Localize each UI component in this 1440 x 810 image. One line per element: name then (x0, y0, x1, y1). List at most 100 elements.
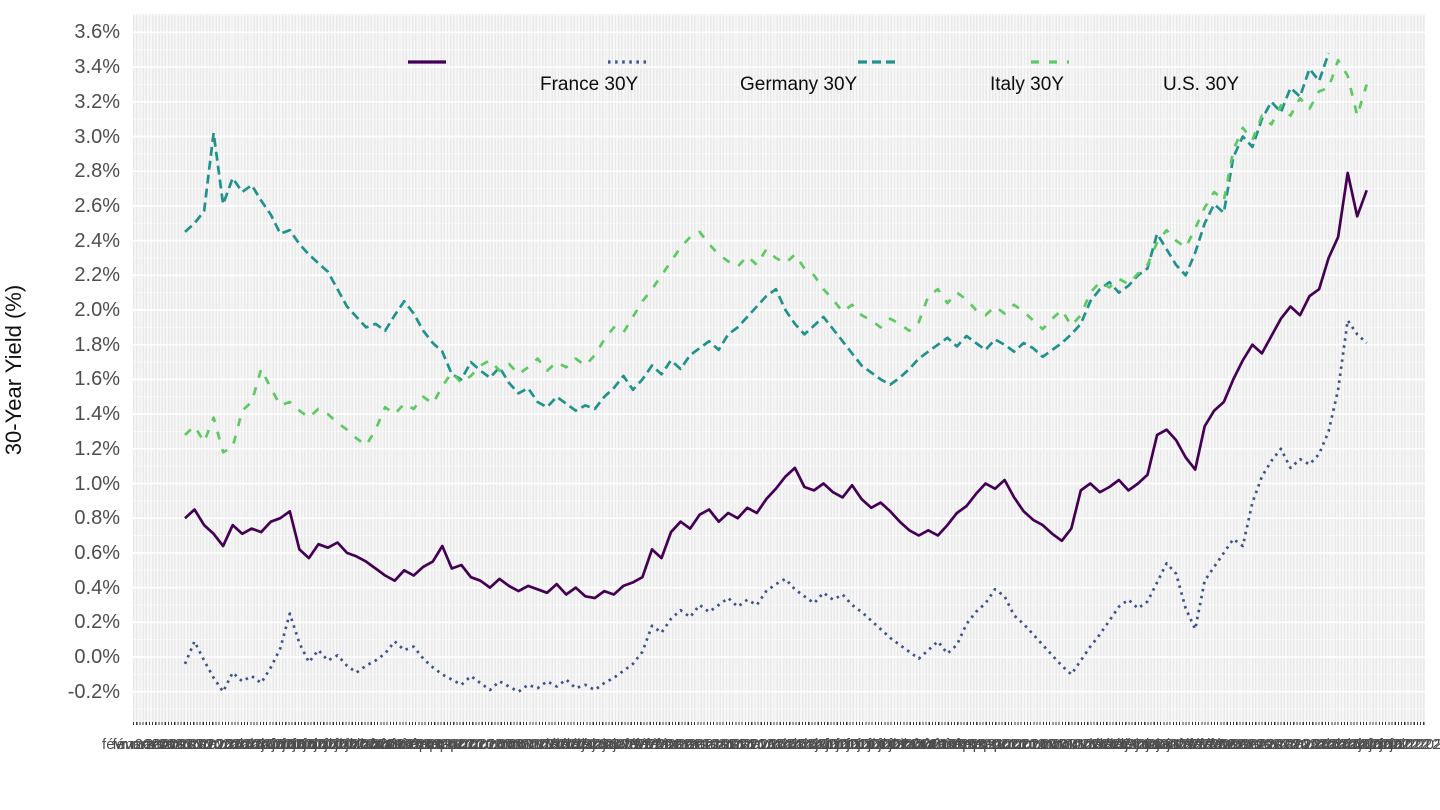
x-date-label: févr. 2021 (634, 736, 701, 753)
italy-line-sample-icon (858, 60, 896, 64)
x-date-label: juin 2021 (846, 736, 908, 753)
x-date-label: juil. 2021 (867, 736, 928, 753)
x-date-label: mars 2021 (705, 736, 777, 753)
x-date-label: juin 2022 (1368, 736, 1430, 753)
x-date-label: juil. 2020 (324, 736, 385, 753)
x-date-label: juin 2021 (836, 736, 897, 753)
x-date-label: juin 2021 (825, 736, 887, 753)
x-date-label: avr. 2022 (1264, 736, 1326, 753)
x-date-label: août 2021 (937, 736, 1005, 753)
x-date-label: mai 2022 (1326, 736, 1389, 753)
x-date-label: nov. 2020 (520, 736, 586, 753)
x-date-label: oct. 2020 (480, 736, 543, 753)
y-tick-label: 2.2% (74, 264, 120, 287)
x-date-label: juin 2021 (815, 736, 877, 753)
us-line-sample-icon (1031, 60, 1069, 64)
plot-panel: France 30Y Germany 30Y Italy 30Y U.S. 30… (133, 14, 1425, 722)
y-tick-label: 1.0% (74, 472, 120, 495)
x-date-label: juin 2022 (1379, 736, 1440, 753)
x-date-label: août 2021 (895, 736, 963, 753)
x-date-label: sept. 2020 (403, 736, 474, 753)
x-date-label: mars 2022 (1228, 736, 1300, 753)
x-date-label: août 2021 (906, 736, 974, 753)
x-date-label: déc. 2020 (561, 736, 628, 753)
x-date-label: nov. 2021 (1053, 736, 1119, 753)
x-date-label: avr. 2020 (177, 736, 239, 753)
x-date-label: nov. 2020 (510, 736, 575, 753)
x-date-label: août 2020 (373, 736, 441, 753)
legend-label-germany: Germany 30Y (740, 74, 858, 95)
x-date-label: juin 2020 (303, 736, 364, 753)
y-axis-title: 30-Year Yield (%) (1, 284, 26, 456)
x-date-label: nov. 2021 (1074, 736, 1140, 753)
x-date-label: avr. 2022 (1295, 736, 1358, 753)
x-date-label: avr. 2020 (208, 736, 271, 753)
x-date-label: juin 2020 (261, 736, 323, 753)
x-date-label: janv. 2021 (592, 736, 661, 753)
x-date-label: juin 2022 (1389, 736, 1440, 753)
x-date-label: janv. 2022 (1135, 736, 1204, 753)
x-date-label: mars 2021 (663, 736, 735, 753)
x-date-label: mars 2021 (695, 736, 767, 753)
chart-canvas (133, 14, 1425, 710)
y-tick-label: 1.2% (74, 437, 120, 460)
x-date-label: juil. 2020 (334, 736, 395, 753)
x-date-label: mars 2022 (1238, 736, 1310, 753)
legend-label-italy: Italy 30Y (990, 74, 1064, 95)
x-date-label: mars 2022 (1249, 736, 1320, 753)
x-date-label: avr. 2021 (741, 736, 804, 753)
x-date-label: mars 2020 (120, 736, 192, 753)
x-date-label: mars 2021 (674, 736, 746, 753)
legend-label-us: U.S. 30Y (1163, 74, 1240, 95)
y-tick-label: 0.6% (74, 541, 120, 564)
x-axis-tick-marks (133, 722, 1425, 725)
x-date-label: juin 2020 (282, 736, 344, 753)
x-date-label: nov. 2020 (489, 736, 555, 753)
series-line-france-30y (184, 171, 1368, 600)
x-date-label: mai 2022 (1347, 736, 1410, 753)
germany-line-sample-icon (608, 60, 646, 64)
x-date-label: août 2021 (916, 736, 984, 753)
x-date-label: déc. 2020 (551, 736, 618, 753)
x-date-label: juin 2020 (271, 736, 333, 753)
y-tick-label: 3.0% (74, 125, 120, 148)
x-date-label: avr. 2022 (1284, 736, 1347, 753)
x-date-label: avr. 2020 (198, 736, 260, 753)
series-line-germany-30y (183, 319, 1368, 694)
x-date-label: oct. 2020 (448, 736, 511, 753)
x-date-label: mars 2021 (684, 736, 756, 753)
x-date-label: mai 2020 (229, 736, 292, 753)
france-line-sample-icon (408, 60, 446, 64)
x-date-label: mai 2020 (219, 736, 281, 753)
x-date-label: nov. 2021 (1032, 736, 1098, 753)
series-line-italy-30y (184, 52, 1330, 412)
x-date-label: mai 2021 (772, 736, 835, 753)
y-tick-label: 0.2% (74, 611, 120, 634)
x-date-label: mai 2021 (762, 736, 825, 753)
x-date-label: août 2021 (927, 736, 994, 753)
y-tick-label: -0.2% (67, 680, 120, 703)
x-date-label: déc. 2021 (1094, 736, 1161, 753)
x-date-label: juil. 2020 (313, 736, 375, 753)
x-date-label: juin 2022 (1358, 736, 1420, 753)
x-date-label: mars 2020 (130, 736, 202, 753)
x-date-label: mai 2021 (804, 736, 866, 753)
y-tick-label: 2.4% (74, 229, 120, 252)
x-date-label: avr. 2021 (731, 736, 793, 753)
x-date-label: sept. 2020 (423, 736, 494, 753)
x-date-label: févr. 2020 (112, 736, 179, 753)
x-date-label: févr. 2022 (1209, 736, 1276, 753)
x-date-label: oct. 2020 (459, 736, 522, 753)
series-line-u-s-30y (184, 58, 1368, 454)
y-tick-label: 0.0% (74, 646, 120, 668)
x-date-label: juil. 2020 (345, 736, 406, 753)
x-date-label: août 2020 (394, 736, 461, 753)
x-date-label: avr. 2020 (187, 736, 250, 753)
x-date-label: mars 2020 (151, 736, 223, 753)
x-date-label: juil. 2021 (878, 736, 939, 753)
x-date-label: mai 2020 (239, 736, 302, 753)
x-date-label: janv. 2022 (1125, 736, 1194, 753)
x-date-label: sept. 2021 (977, 736, 1048, 753)
y-tick-label: 2.6% (74, 194, 120, 217)
